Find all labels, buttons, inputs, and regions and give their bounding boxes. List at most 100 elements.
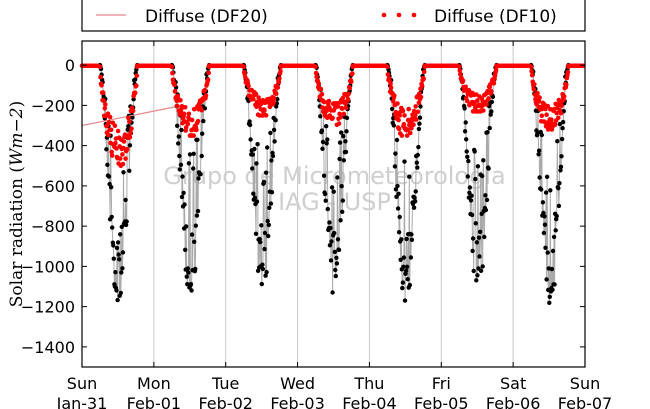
global-point (339, 184, 344, 189)
global-point (469, 212, 475, 218)
df10-point (397, 113, 403, 118)
df10-point (406, 106, 412, 112)
global-point (268, 130, 273, 136)
y-axis: 0 −200 −400 −600 −800 −1000 −1200 −1400 (21, 56, 585, 357)
df10-point (339, 106, 345, 111)
df10-point (559, 103, 564, 109)
global-point (176, 134, 181, 139)
df10-point (460, 78, 466, 83)
df10-point (561, 94, 567, 99)
global-point (338, 218, 343, 223)
df10-point (457, 68, 463, 73)
global-point (186, 161, 192, 166)
df10-point (275, 85, 281, 90)
df10-point (396, 126, 402, 132)
global-point (325, 206, 330, 212)
df10-point (326, 98, 332, 104)
global-point (191, 151, 196, 156)
df10-point (127, 119, 132, 124)
df10-point (335, 104, 341, 109)
df10-point (416, 100, 422, 106)
global-point (189, 288, 194, 293)
global-point (254, 199, 260, 204)
df10-point (536, 99, 542, 104)
global-point (265, 145, 270, 150)
global-point (396, 230, 402, 235)
global-point (550, 287, 555, 292)
global-point (109, 185, 114, 190)
df10-point (556, 115, 561, 121)
global-point (123, 222, 129, 228)
df10-point (493, 67, 499, 73)
global-point (403, 268, 409, 273)
df10-point (106, 132, 111, 138)
df10-point (415, 109, 421, 115)
global-point (110, 225, 115, 230)
df10-point (392, 93, 397, 98)
watermark-text: Grupo de Micrometeorologia (163, 162, 505, 190)
df10-point (404, 133, 410, 138)
global-point (559, 154, 564, 159)
global-point (254, 161, 259, 166)
global-point (486, 166, 491, 171)
x-tick-label-day: Sun (67, 374, 97, 393)
global-point (540, 200, 546, 205)
global-point (558, 164, 564, 169)
x-tick-label-date: Feb-03 (270, 394, 324, 409)
global-point (416, 126, 422, 132)
x-axis: SunJan-31MonFeb-01TueFeb-02WedFeb-03ThuF… (56, 41, 612, 409)
global-point (547, 300, 552, 305)
global-point (542, 222, 548, 227)
x-tick-label-date: Feb-06 (486, 394, 540, 409)
global-point (332, 249, 337, 255)
x-tick-label-date: Feb-04 (342, 394, 396, 409)
df10-point (413, 117, 419, 122)
df10-point (314, 74, 319, 79)
global-point (489, 99, 494, 105)
global-point (126, 124, 131, 129)
df10-point (564, 82, 569, 88)
global-point (127, 143, 133, 148)
global-point (474, 240, 480, 245)
df10-point (388, 85, 394, 91)
global-point (194, 213, 200, 218)
global-point (472, 149, 477, 154)
df10-point (318, 86, 324, 92)
global-point (536, 152, 541, 157)
global-point (328, 225, 333, 231)
global-point (399, 237, 404, 242)
df10-point (400, 108, 406, 114)
plot-frame (81, 40, 586, 368)
global-point (480, 173, 485, 179)
df10-point (130, 108, 136, 114)
global-point (118, 232, 123, 237)
df10-point (527, 63, 532, 69)
df10-point (205, 77, 211, 82)
global-point (325, 137, 330, 142)
global-point (333, 267, 338, 273)
df10-point (491, 81, 497, 86)
global-point (559, 136, 565, 142)
df10-point (411, 108, 417, 114)
global-point (201, 118, 206, 124)
df10-point (251, 96, 256, 102)
y-tick-label: −800 (31, 217, 75, 236)
x-tick-label-date: Feb-07 (558, 394, 612, 409)
global-point (343, 149, 349, 155)
df10-point (120, 152, 125, 157)
global-point (111, 256, 117, 261)
y-tick-label: −1000 (21, 257, 75, 276)
global-point (116, 252, 121, 257)
df10-point (278, 69, 283, 74)
df10-point (311, 63, 317, 69)
global-point (252, 146, 257, 152)
global-point (549, 266, 555, 272)
global-point (401, 264, 406, 269)
global-point (114, 245, 120, 251)
df10-point (100, 90, 106, 95)
global-point (465, 174, 470, 179)
global-point (400, 285, 405, 291)
global-point (260, 266, 266, 272)
df10-point (537, 95, 542, 100)
